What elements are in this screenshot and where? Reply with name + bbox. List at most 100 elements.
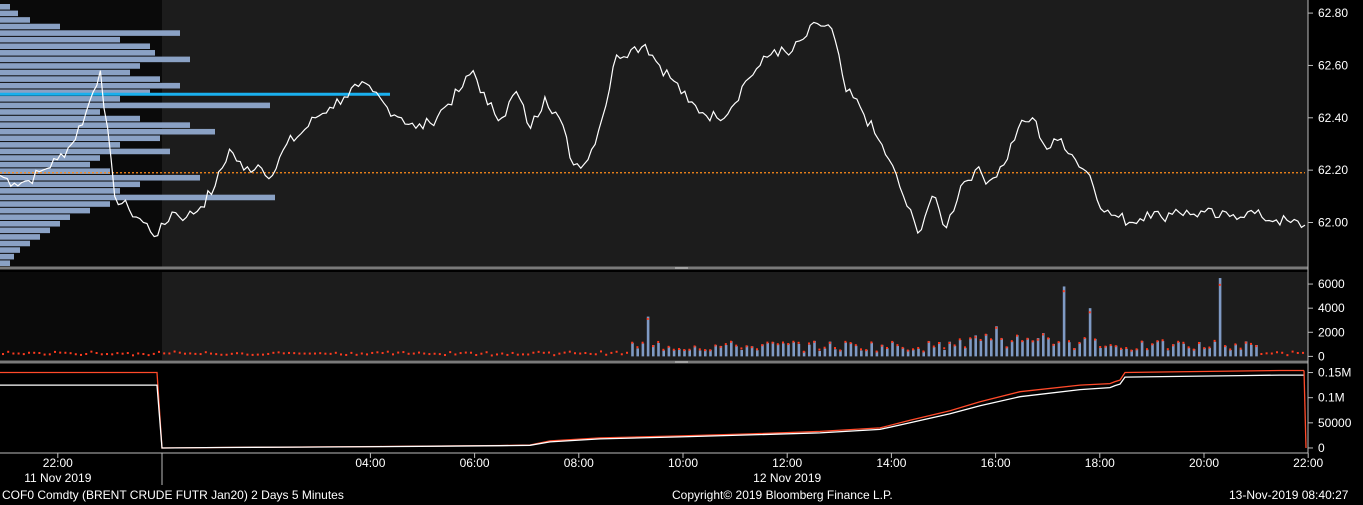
volume-bar xyxy=(854,345,858,357)
volume-bar xyxy=(1000,338,1003,357)
volume-bar xyxy=(844,342,847,357)
volume-bar xyxy=(693,346,697,357)
volume-bar xyxy=(818,350,821,357)
volume-dot xyxy=(880,344,883,347)
volume-bar xyxy=(1135,349,1139,357)
volume-tick-label: 6000 xyxy=(1318,277,1345,291)
volume-profile-bar xyxy=(0,135,160,142)
volume-dot xyxy=(834,347,836,350)
volume-dot xyxy=(423,352,426,355)
volume-dot xyxy=(95,352,98,355)
volume-dot xyxy=(1250,342,1252,345)
volume-dot xyxy=(813,340,816,343)
volume-dot xyxy=(293,352,296,355)
volume-bar xyxy=(860,350,863,357)
volume-bar xyxy=(688,349,691,357)
volume-dot xyxy=(121,352,124,355)
volume-dot xyxy=(719,345,722,348)
x-tick-label: 12:00 xyxy=(772,456,802,470)
volume-bar xyxy=(886,348,889,357)
volume-dot xyxy=(210,352,212,355)
volume-dot xyxy=(1265,352,1268,355)
volume-dot xyxy=(85,352,88,355)
volume-dot xyxy=(558,352,561,355)
volume-dot xyxy=(901,346,904,349)
volume-bar xyxy=(870,342,873,357)
volume-dot xyxy=(1156,340,1159,343)
volume-dot xyxy=(334,351,337,354)
volume-dot xyxy=(64,351,67,354)
volume-profile-bar xyxy=(0,247,20,253)
volume-bar xyxy=(834,349,837,357)
volume-dot xyxy=(974,336,977,339)
x-tick-label: 22:00 xyxy=(43,456,73,470)
volume-dot xyxy=(256,353,259,356)
volume-dot xyxy=(1042,333,1044,336)
volume-dot xyxy=(241,352,244,355)
volume-dot xyxy=(615,350,618,353)
volume-dot xyxy=(225,353,228,356)
volume-bar xyxy=(672,349,676,357)
volume-bar xyxy=(740,349,743,357)
volume-bar xyxy=(1099,348,1102,357)
volume-bar xyxy=(1177,341,1180,357)
volume-bar xyxy=(1125,348,1128,357)
volume-dot xyxy=(818,348,821,351)
volume-dot xyxy=(1026,337,1029,340)
volume-dot xyxy=(672,348,675,351)
volume-bar xyxy=(667,346,671,357)
volume-dot xyxy=(1088,311,1091,314)
volume-dot xyxy=(574,352,576,355)
volume-dot xyxy=(1010,340,1013,343)
volume-dot xyxy=(501,352,504,355)
volume-profile-bar xyxy=(0,122,190,128)
volume-dot xyxy=(1291,350,1294,353)
volume-dot xyxy=(1234,343,1237,346)
volume-dot xyxy=(792,340,795,343)
volume-dot xyxy=(106,353,108,356)
volume-dot xyxy=(1036,338,1039,341)
volume-bar xyxy=(1182,343,1185,357)
volume-dot xyxy=(12,352,15,355)
volume-dot xyxy=(189,352,192,355)
volume-bar xyxy=(906,350,910,357)
volume-bar xyxy=(1062,286,1066,357)
volume-dot xyxy=(953,344,956,347)
volume-dot xyxy=(38,352,41,355)
volume-dot xyxy=(1047,337,1050,340)
volume-dot xyxy=(376,351,379,354)
cumulative-tick-label: 0.15M xyxy=(1318,366,1351,380)
volume-bar xyxy=(1016,335,1019,357)
volume-bar xyxy=(865,349,868,357)
volume-dot xyxy=(854,344,857,347)
volume-dot xyxy=(246,353,249,356)
volume-bar xyxy=(735,346,738,357)
volume-dot xyxy=(1270,352,1273,355)
volume-profile-bar xyxy=(0,155,100,161)
volume-profile-bar xyxy=(0,96,120,102)
volume-dot xyxy=(194,352,197,355)
volume-bar xyxy=(724,345,728,357)
volume-bar xyxy=(641,343,645,357)
volume-dot xyxy=(100,353,103,356)
volume-dot xyxy=(90,350,93,353)
volume-dot xyxy=(418,351,420,354)
volume-dot xyxy=(932,345,935,348)
volume-dot xyxy=(917,346,920,349)
volume-dot xyxy=(693,345,696,348)
volume-dot xyxy=(1260,352,1263,355)
x-tick-label: 20:00 xyxy=(1189,456,1219,470)
volume-dot xyxy=(1135,348,1138,351)
volume-dot xyxy=(407,352,410,355)
volume-dot xyxy=(766,341,769,344)
volume-dot xyxy=(69,352,72,355)
volume-bar xyxy=(802,351,806,357)
volume-dot xyxy=(1000,337,1003,340)
volume-bar xyxy=(953,345,957,357)
volume-dot xyxy=(709,349,712,352)
volume-dot xyxy=(319,352,322,355)
volume-profile-bar xyxy=(0,30,180,36)
volume-dot xyxy=(28,351,30,354)
volume-bar xyxy=(932,347,936,357)
volume-dot xyxy=(199,353,202,356)
